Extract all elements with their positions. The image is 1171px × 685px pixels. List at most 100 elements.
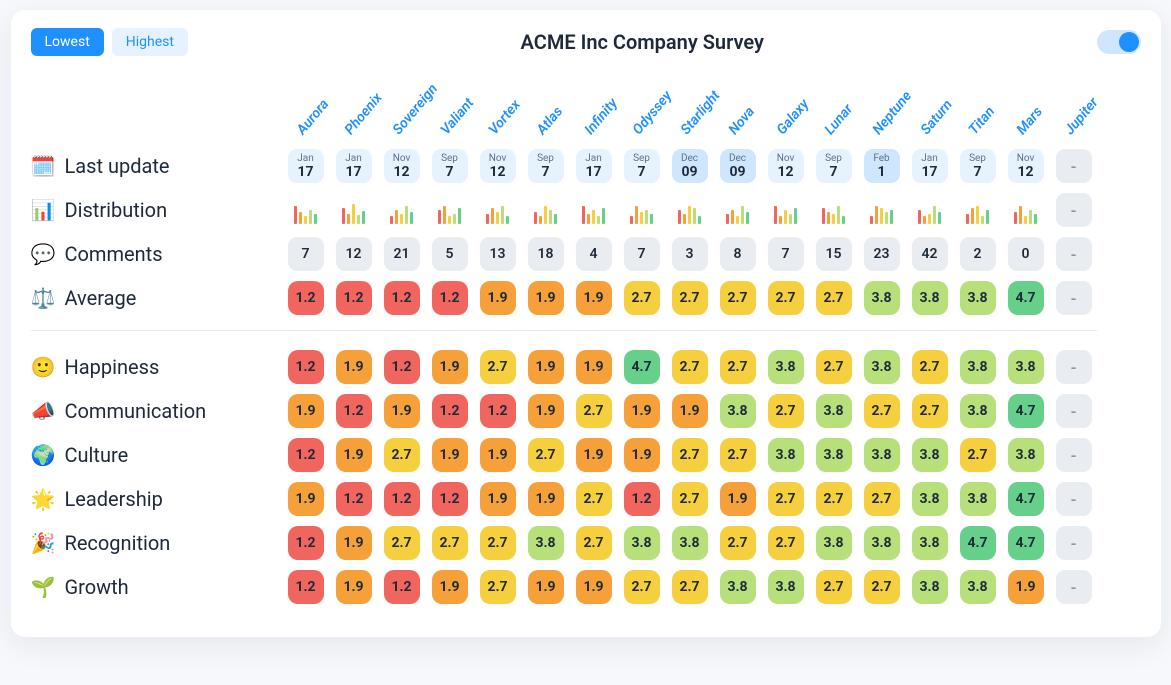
comment-count[interactable]: 7 (288, 237, 324, 271)
date-pill[interactable]: Dec09 (720, 149, 756, 183)
score-pill[interactable]: 2.7 (672, 570, 708, 604)
score-pill[interactable]: 3.8 (864, 526, 900, 560)
score-pill[interactable]: 2.7 (480, 526, 516, 560)
distribution-bars[interactable] (726, 196, 749, 224)
score-pill[interactable]: 3.8 (672, 526, 708, 560)
survey-toggle[interactable] (1097, 30, 1141, 54)
score-pill[interactable]: 1.9 (528, 350, 564, 384)
score-pill[interactable]: 3.8 (912, 281, 948, 315)
score-pill[interactable]: 2.7 (624, 281, 660, 315)
score-pill[interactable]: 1.9 (624, 438, 660, 472)
column-header[interactable]: Galaxy (763, 74, 809, 144)
score-pill[interactable]: 2.7 (576, 526, 612, 560)
score-pill[interactable]: 1.9 (384, 394, 420, 428)
column-header[interactable]: Saturn (907, 74, 953, 144)
date-pill[interactable]: Sep7 (432, 149, 468, 183)
score-pill[interactable]: 1.9 (432, 438, 468, 472)
score-pill[interactable]: 1.9 (336, 526, 372, 560)
score-pill[interactable]: 1.2 (432, 281, 468, 315)
score-pill[interactable]: 2.7 (720, 438, 756, 472)
score-pill[interactable]: 1.9 (576, 281, 612, 315)
score-pill[interactable]: 4.7 (960, 526, 996, 560)
comment-count[interactable]: 7 (624, 237, 660, 271)
score-pill[interactable]: 3.8 (1008, 350, 1044, 384)
score-pill[interactable]: 2.7 (576, 482, 612, 516)
column-header[interactable]: Phoenix (331, 74, 377, 144)
score-pill[interactable]: 1.2 (336, 394, 372, 428)
score-pill[interactable]: 1.2 (384, 281, 420, 315)
score-pill[interactable]: 4.7 (624, 350, 660, 384)
distribution-bars[interactable] (1014, 196, 1037, 224)
column-header[interactable]: Titan (955, 74, 1001, 144)
score-pill[interactable]: 2.7 (672, 281, 708, 315)
distribution-bars[interactable] (774, 196, 797, 224)
column-header[interactable]: Nova (715, 74, 761, 144)
score-pill[interactable]: 2.7 (768, 394, 804, 428)
score-pill[interactable]: 4.7 (1008, 281, 1044, 315)
score-pill[interactable]: 3.8 (624, 526, 660, 560)
comment-count[interactable]: 8 (720, 237, 756, 271)
column-header[interactable]: Aurora (283, 74, 329, 144)
score-pill[interactable]: 4.7 (1008, 526, 1044, 560)
column-header[interactable]: Atlas (523, 74, 569, 144)
comment-count[interactable]: 7 (768, 237, 804, 271)
score-pill[interactable]: 2.7 (768, 482, 804, 516)
score-pill[interactable]: 1.9 (528, 482, 564, 516)
score-pill[interactable]: 1.2 (432, 482, 468, 516)
date-pill[interactable]: Sep7 (528, 149, 564, 183)
column-header[interactable]: Odyssey (619, 74, 665, 144)
date-pill[interactable]: Nov12 (384, 149, 420, 183)
score-pill[interactable]: 4.7 (1008, 482, 1044, 516)
score-pill[interactable]: 1.9 (720, 482, 756, 516)
distribution-bars[interactable] (822, 196, 845, 224)
score-pill[interactable]: 2.7 (720, 281, 756, 315)
score-pill[interactable]: 1.9 (528, 281, 564, 315)
score-pill[interactable]: 2.7 (576, 394, 612, 428)
score-pill[interactable]: 2.7 (816, 570, 852, 604)
score-pill[interactable]: 3.8 (912, 570, 948, 604)
date-pill[interactable]: Nov12 (768, 149, 804, 183)
column-header[interactable]: Starlight (667, 74, 713, 144)
column-header[interactable]: Lunar (811, 74, 857, 144)
comment-count[interactable]: 5 (432, 237, 468, 271)
score-pill[interactable]: 1.9 (1008, 570, 1044, 604)
distribution-bars[interactable] (390, 196, 413, 224)
date-pill[interactable]: Jan17 (576, 149, 612, 183)
distribution-bars[interactable] (918, 196, 941, 224)
score-pill[interactable]: 2.7 (384, 438, 420, 472)
score-pill[interactable]: 3.8 (912, 438, 948, 472)
score-pill[interactable]: 2.7 (672, 482, 708, 516)
score-pill[interactable]: 2.7 (960, 438, 996, 472)
score-pill[interactable]: 3.8 (816, 438, 852, 472)
comment-count[interactable]: 42 (912, 237, 948, 271)
score-pill[interactable]: 1.9 (480, 438, 516, 472)
score-pill[interactable]: 2.7 (816, 482, 852, 516)
distribution-bars[interactable] (342, 196, 365, 224)
score-pill[interactable]: 1.2 (336, 482, 372, 516)
score-pill[interactable]: 1.2 (384, 570, 420, 604)
comment-count[interactable]: 21 (384, 237, 420, 271)
date-pill[interactable]: Jan17 (288, 149, 324, 183)
score-pill[interactable]: 1.9 (576, 438, 612, 472)
score-pill[interactable]: 1.9 (336, 438, 372, 472)
distribution-bars[interactable] (582, 196, 605, 224)
comment-count[interactable]: 12 (336, 237, 372, 271)
column-header[interactable]: Vortex (475, 74, 521, 144)
score-pill[interactable]: 3.8 (816, 394, 852, 428)
score-pill[interactable]: 2.7 (864, 394, 900, 428)
score-pill[interactable]: 1.9 (288, 394, 324, 428)
score-pill[interactable]: 2.7 (720, 526, 756, 560)
comment-count[interactable]: 3 (672, 237, 708, 271)
score-pill[interactable]: 1.9 (480, 482, 516, 516)
score-pill[interactable]: 2.7 (768, 526, 804, 560)
distribution-bars[interactable] (486, 196, 509, 224)
column-header[interactable]: Valiant (427, 74, 473, 144)
highest-button[interactable]: Highest (112, 28, 188, 56)
comment-count[interactable]: 18 (528, 237, 564, 271)
score-pill[interactable]: 3.8 (720, 570, 756, 604)
score-pill[interactable]: 2.7 (480, 570, 516, 604)
comment-count[interactable]: 4 (576, 237, 612, 271)
score-pill[interactable]: 3.8 (768, 438, 804, 472)
score-pill[interactable]: 1.9 (432, 570, 468, 604)
score-pill[interactable]: 1.2 (288, 438, 324, 472)
